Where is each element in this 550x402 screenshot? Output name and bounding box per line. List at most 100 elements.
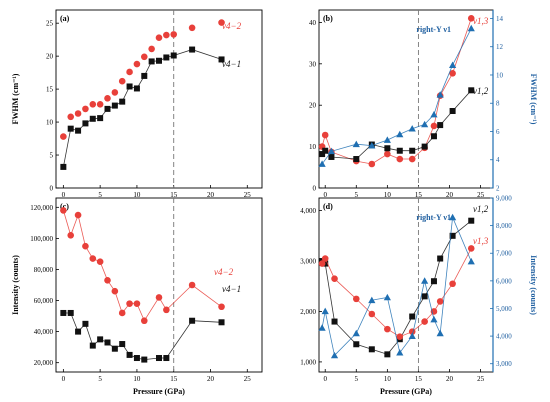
data-point-triangle bbox=[352, 140, 360, 148]
data-point-circle bbox=[155, 34, 163, 41]
data-point-square bbox=[163, 355, 170, 362]
y2-tick-label: 7,000 bbox=[496, 250, 512, 258]
data-point-square bbox=[353, 341, 360, 348]
data-point-circle bbox=[321, 131, 329, 139]
data-point-square bbox=[89, 115, 96, 122]
y2-tick-label: 9,000 bbox=[496, 195, 512, 203]
data-point-triangle bbox=[436, 91, 444, 98]
data-point-circle bbox=[60, 133, 67, 140]
data-point-circle bbox=[82, 105, 89, 113]
panel-label: (d) bbox=[323, 202, 333, 211]
x-tick-label: 5 bbox=[355, 191, 359, 199]
y2-tick-label: 8,000 bbox=[496, 222, 512, 230]
data-point-circle bbox=[163, 306, 170, 314]
y-tick-label: 30 bbox=[309, 60, 317, 68]
data-point-circle bbox=[155, 294, 163, 301]
data-point-circle bbox=[148, 45, 155, 53]
data-point-triangle bbox=[327, 147, 336, 155]
data-point-square bbox=[396, 147, 403, 154]
data-point-triangle bbox=[318, 324, 326, 331]
y2-tick-label: 6 bbox=[496, 128, 500, 136]
y-tick-label: 120,000 bbox=[30, 204, 53, 212]
data-point-square bbox=[170, 52, 177, 59]
data-point-triangle bbox=[318, 160, 326, 167]
data-point-circle bbox=[218, 19, 225, 26]
data-point-square bbox=[111, 102, 118, 109]
data-point-square bbox=[409, 147, 416, 154]
y-tick-label: 3,000 bbox=[300, 258, 316, 266]
y-tick-label: 20 bbox=[309, 102, 317, 110]
data-point-circle bbox=[321, 255, 329, 262]
series-red bbox=[318, 245, 475, 340]
y-tick-label: 2,000 bbox=[300, 308, 316, 316]
y-axis-label: Intensity (counts) bbox=[11, 255, 20, 315]
x-axis-label: Pressure (GPa) bbox=[380, 387, 432, 396]
data-point-triangle bbox=[383, 136, 391, 143]
series-line bbox=[321, 18, 472, 165]
x-tick-label: 25 bbox=[244, 191, 252, 199]
data-point-circle bbox=[218, 303, 225, 311]
data-point-square bbox=[126, 351, 133, 358]
series-line bbox=[321, 248, 472, 338]
data-point-square bbox=[331, 318, 338, 325]
data-point-triangle bbox=[467, 257, 475, 265]
series-line bbox=[63, 210, 222, 322]
data-point-circle bbox=[331, 275, 338, 282]
data-point-triangle bbox=[321, 307, 329, 315]
data-point-circle bbox=[396, 333, 404, 340]
data-point-square bbox=[60, 163, 67, 170]
data-point-square bbox=[104, 339, 111, 346]
panel-b: 0 5 10 15 20 25 0 10 20 30 40 2 4 6 8 10 12 14 (b) FWHM (cm… bbox=[309, 9, 538, 199]
data-point-circle bbox=[67, 113, 75, 121]
data-point-square bbox=[437, 122, 444, 129]
series-red bbox=[60, 19, 225, 140]
data-point-square bbox=[430, 133, 437, 140]
data-point-circle bbox=[449, 280, 456, 288]
x-tick-label: 15 bbox=[170, 375, 178, 383]
data-point-square bbox=[163, 54, 170, 61]
x-tick-label: 15 bbox=[170, 191, 178, 199]
y2-tick-label: 6,000 bbox=[496, 277, 512, 285]
x-axis-label: Pressure (GPa) bbox=[133, 387, 185, 396]
y2-tick-label: 5,000 bbox=[496, 305, 512, 313]
data-point-circle bbox=[467, 14, 475, 22]
data-point-square bbox=[319, 151, 326, 158]
y-tick-label: 25 bbox=[46, 20, 54, 28]
y2-axis-label: Intensity (counts) bbox=[529, 255, 538, 315]
data-point-circle bbox=[188, 24, 196, 32]
y-tick-label: 5 bbox=[50, 152, 54, 160]
data-point-triangle bbox=[368, 296, 376, 304]
data-point-triangle bbox=[436, 329, 444, 337]
series-red bbox=[60, 207, 225, 325]
data-point-square bbox=[119, 98, 126, 105]
x-tick-label: 25 bbox=[244, 375, 252, 383]
legend-entry: ν1,2 bbox=[473, 204, 489, 214]
data-point-square bbox=[218, 56, 225, 63]
data-point-triangle bbox=[467, 24, 475, 32]
data-point-circle bbox=[111, 89, 119, 96]
data-point-circle bbox=[74, 110, 82, 117]
x-tick-label: 10 bbox=[133, 375, 141, 383]
legend-entry: ν1,2 bbox=[473, 86, 489, 96]
data-point-square bbox=[437, 255, 444, 262]
series-blue bbox=[318, 24, 475, 167]
right-axis-annotation: right-Y ν1 bbox=[416, 213, 451, 222]
y-tick-label: 20 bbox=[46, 53, 54, 61]
data-point-circle bbox=[467, 245, 475, 252]
data-point-triangle bbox=[396, 130, 404, 138]
data-point-square bbox=[141, 72, 148, 79]
data-point-square bbox=[97, 115, 104, 122]
data-point-circle bbox=[436, 298, 444, 305]
data-point-circle bbox=[449, 70, 456, 77]
data-point-triangle bbox=[408, 332, 416, 339]
y-tick-label: 80,000 bbox=[34, 266, 54, 274]
y-tick-label: 4,000 bbox=[300, 207, 316, 215]
data-point-square bbox=[189, 46, 196, 53]
data-point-square bbox=[409, 313, 416, 320]
legend-entry: ν1,3 bbox=[473, 16, 489, 26]
y2-tick-label: 12 bbox=[496, 43, 504, 51]
panel-d: 0 5 10 15 20 25 1,000 2,000 3,000 4,000 3,000 4,000… bbox=[300, 195, 538, 397]
data-point-square bbox=[421, 143, 428, 150]
x-tick-label: 0 bbox=[62, 375, 66, 383]
y2-tick-label: 8 bbox=[496, 100, 500, 108]
